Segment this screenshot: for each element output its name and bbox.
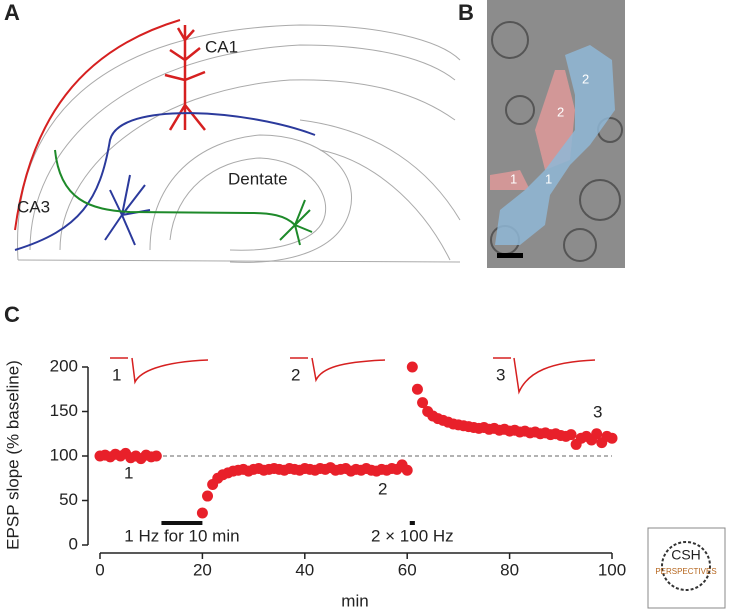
- data-point: [565, 429, 577, 441]
- data-point: [406, 361, 418, 373]
- data-point: [591, 428, 603, 440]
- region-label: CA1: [205, 37, 238, 56]
- panel-a: A CA1 CA3 Dentate: [4, 0, 461, 263]
- y-tick-label: 50: [59, 490, 78, 509]
- y-tick-label: 200: [50, 356, 78, 375]
- trace-label: 1: [112, 365, 121, 384]
- x-tick-label: 40: [295, 560, 314, 579]
- bouton-label: 1: [510, 171, 517, 186]
- bouton-label: 2: [582, 71, 589, 86]
- y-axis-label: EPSP slope (% baseline): [3, 360, 22, 550]
- bouton-label: 2: [557, 104, 564, 119]
- trace-label: 2: [291, 365, 300, 384]
- data-point: [202, 490, 214, 502]
- data-point: [411, 383, 423, 395]
- stimulus-label: 2 × 100 Hz: [371, 526, 454, 545]
- x-tick-label: 80: [500, 560, 519, 579]
- panel-letter: B: [458, 0, 474, 25]
- panel-letter: A: [4, 0, 20, 25]
- data-point: [150, 450, 162, 462]
- x-tick-label: 100: [598, 560, 626, 579]
- logo: CSH PERSPECTIVES: [647, 527, 726, 609]
- x-tick-label: 0: [95, 560, 104, 579]
- x-axis-label: min: [341, 591, 368, 610]
- y-tick-label: 0: [69, 534, 78, 553]
- stimulus-label: 1 Hz for 10 min: [124, 526, 239, 545]
- x-tick-label: 60: [398, 560, 417, 579]
- stimulus-bar: [161, 521, 203, 525]
- logo-title: CSH: [671, 547, 701, 563]
- data-point: [417, 397, 429, 409]
- region-label: Dentate: [228, 169, 288, 188]
- annotation: 2: [378, 479, 387, 498]
- logo-subtitle: PERSPECTIVES: [655, 567, 716, 576]
- y-tick-label: 150: [50, 401, 78, 420]
- data-point: [606, 432, 618, 444]
- stimulus-bar: [409, 521, 415, 525]
- annotation: 1: [124, 463, 133, 482]
- x-tick-label: 20: [193, 560, 212, 579]
- epsp-traces: [110, 357, 596, 395]
- trace-label: 3: [496, 365, 505, 384]
- data-point: [196, 507, 208, 519]
- panel-b: 2 2 1 1 B: [458, 0, 625, 268]
- annotation: 3: [593, 402, 602, 421]
- region-label: CA3: [17, 197, 50, 216]
- panel-letter: C: [4, 302, 20, 327]
- data-point: [401, 464, 413, 476]
- y-tick-label: 100: [50, 445, 78, 464]
- bouton-label: 1: [545, 171, 552, 186]
